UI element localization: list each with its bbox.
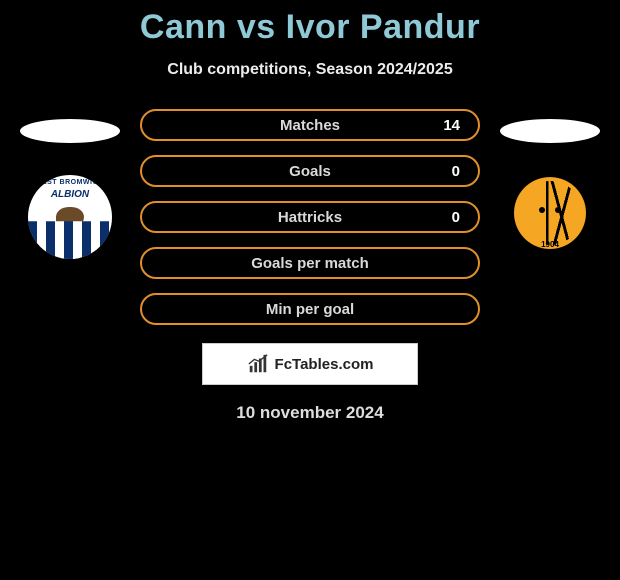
right-player-column: 1904	[500, 109, 600, 259]
date-label: 10 november 2024	[0, 403, 620, 423]
stat-label: Matches	[200, 117, 420, 134]
stat-row-goals: Goals 0	[140, 155, 480, 187]
stat-label: Min per goal	[200, 301, 420, 318]
page-title: Cann vs Ivor Pandur	[0, 8, 620, 47]
page-subtitle: Club competitions, Season 2024/2025	[0, 61, 620, 79]
left-player-ellipse	[20, 119, 120, 143]
stat-label: Goals	[200, 163, 420, 180]
main-row: EST BROMWIC ALBION Matches 14 Goals 0 Ha…	[0, 109, 620, 339]
stat-row-hattricks: Hattricks 0	[140, 201, 480, 233]
stat-right-value: 0	[420, 209, 460, 226]
badge-tiger-icon	[529, 195, 571, 233]
badge-year: 1904	[510, 240, 590, 249]
brand-text: FcTables.com	[275, 356, 374, 373]
left-team-badge[interactable]: EST BROMWIC ALBION	[28, 175, 112, 259]
stats-column: Matches 14 Goals 0 Hattricks 0 Goals per…	[140, 109, 480, 339]
stat-row-min-per-goal: Min per goal	[140, 293, 480, 325]
right-team-badge[interactable]: 1904	[508, 175, 592, 259]
stat-row-goals-per-match: Goals per match	[140, 247, 480, 279]
left-player-column: EST BROMWIC ALBION	[20, 109, 120, 259]
bar-chart-icon	[247, 353, 269, 375]
stat-right-value: 0	[420, 163, 460, 180]
stat-label: Hattricks	[200, 209, 420, 226]
brand-link[interactable]: FcTables.com	[202, 343, 418, 385]
stat-label: Goals per match	[200, 255, 420, 272]
comparison-widget: Cann vs Ivor Pandur Club competitions, S…	[0, 0, 620, 423]
stat-row-matches: Matches 14	[140, 109, 480, 141]
right-player-ellipse	[500, 119, 600, 143]
badge-team-name: ALBION	[28, 189, 112, 200]
badge-top-text: EST BROMWIC	[28, 179, 112, 186]
stat-right-value: 14	[420, 117, 460, 134]
